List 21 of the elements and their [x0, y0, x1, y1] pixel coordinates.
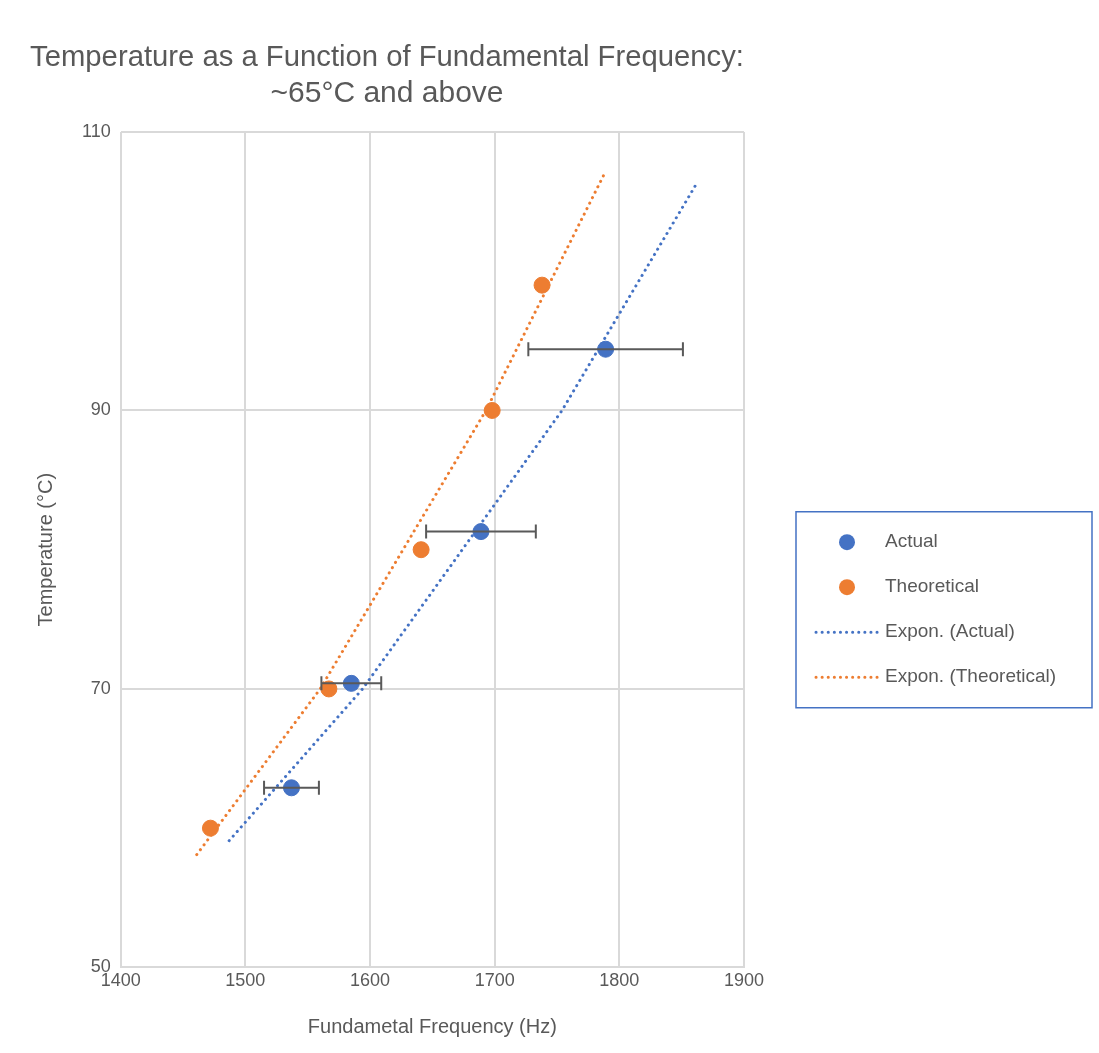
- x-tick-label: 1600: [349, 970, 391, 991]
- y-tick-label: 90: [90, 399, 111, 420]
- point: [201, 819, 219, 837]
- chart-title: Temperature as a Function of Fundamental Frequency: ~65°C and above: [30, 38, 744, 109]
- point: [533, 276, 551, 294]
- x-tick-label: 1500: [225, 970, 266, 991]
- x-axis-title: Fundametal Frequency (Hz): [307, 1014, 557, 1037]
- legend-label: Theoretical: [885, 575, 979, 597]
- point: [412, 541, 430, 559]
- y-tick-label: 110: [81, 120, 111, 141]
- x-tick-label: 1900: [723, 970, 765, 991]
- legend-label: Actual: [885, 530, 938, 552]
- y-tick-label: 70: [90, 677, 111, 698]
- line-series: [195, 172, 606, 857]
- legend-label: Expon. (Actual): [885, 620, 1015, 642]
- point: [483, 401, 501, 419]
- legend-label: Expon. (Theoretical): [885, 665, 1057, 687]
- x-tick-label: 1800: [599, 970, 640, 991]
- line-series: [227, 182, 699, 843]
- y-axis-title: Temperature (°C): [33, 472, 56, 627]
- x-tick-label: 1700: [474, 970, 515, 991]
